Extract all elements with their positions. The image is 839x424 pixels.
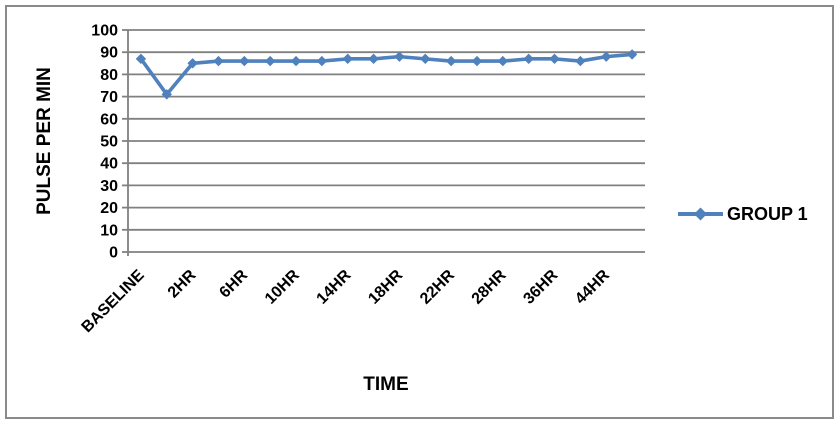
data-point-marker xyxy=(161,89,172,100)
y-tick-label: 100 xyxy=(91,23,118,40)
data-point-marker xyxy=(497,55,509,67)
y-tick-label: 80 xyxy=(100,67,118,84)
data-point-marker xyxy=(445,55,457,67)
data-point-marker xyxy=(471,55,483,67)
data-point-marker xyxy=(342,53,353,65)
data-point-marker xyxy=(549,53,560,65)
data-point-marker xyxy=(523,53,534,65)
y-tick-label: 20 xyxy=(100,200,118,217)
x-tick-label: 44HR xyxy=(572,266,613,307)
data-point-marker xyxy=(368,53,379,65)
x-tick-label: 6HR xyxy=(216,266,251,301)
data-point-marker xyxy=(290,55,302,67)
data-point-marker xyxy=(316,55,328,67)
y-tick-label: 70 xyxy=(100,89,118,106)
x-tick-label: BASELINE xyxy=(79,267,148,336)
data-point-marker xyxy=(394,51,405,62)
x-axis-title: TIME xyxy=(363,374,408,395)
y-axis-title: PULSE PER MIN xyxy=(34,67,55,215)
y-tick-label: 50 xyxy=(100,134,118,151)
data-point-marker xyxy=(420,53,431,65)
y-tick-label: 0 xyxy=(109,245,118,262)
x-tick-label: 10HR xyxy=(262,266,303,307)
x-tick-label: 18HR xyxy=(365,266,406,307)
y-tick-label: 10 xyxy=(100,222,118,239)
data-point-marker xyxy=(264,55,276,67)
y-tick-label: 90 xyxy=(100,45,118,62)
data-point-marker xyxy=(187,58,198,69)
x-tick-label: 36HR xyxy=(520,266,561,307)
y-tick-label: 30 xyxy=(100,178,118,195)
x-tick-label: 2HR xyxy=(165,266,200,301)
data-point-marker xyxy=(213,55,224,67)
plot-grid xyxy=(122,29,645,256)
x-tick-label: 28HR xyxy=(469,266,510,307)
x-tick-label: 14HR xyxy=(314,266,355,307)
legend: GROUP 1 xyxy=(678,204,808,224)
data-point-marker xyxy=(626,49,638,60)
y-tick-label: 60 xyxy=(100,111,118,128)
y-tick-label: 40 xyxy=(100,156,118,173)
x-tick-label: 22HR xyxy=(417,266,458,307)
data-point-marker xyxy=(135,53,147,65)
legend-diamond-marker-icon xyxy=(694,207,707,221)
data-point-marker xyxy=(575,55,586,67)
data-point-marker xyxy=(239,55,250,67)
plot-series xyxy=(135,49,638,100)
legend-label: GROUP 1 xyxy=(727,204,808,224)
data-point-marker xyxy=(601,51,612,62)
